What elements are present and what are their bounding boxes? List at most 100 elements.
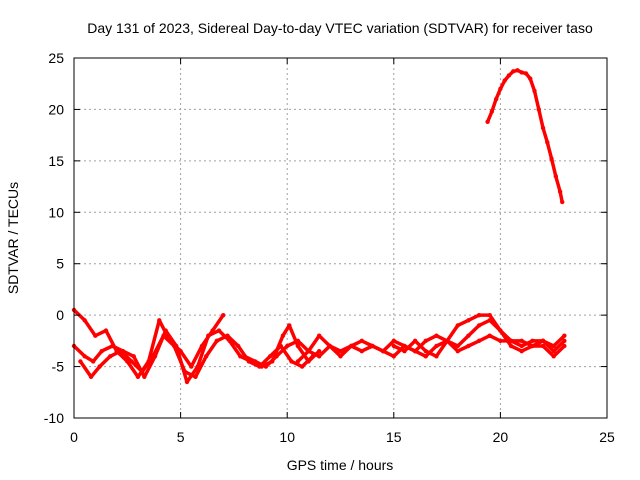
data-point (498, 338, 503, 344)
data-point (551, 348, 556, 354)
data-point (532, 88, 537, 94)
data-point (562, 333, 567, 338)
x-tick-label: 15 (386, 429, 402, 445)
data-point (423, 338, 428, 344)
data-point (519, 343, 524, 349)
x-tick-label: 25 (599, 429, 615, 445)
y-tick-label: -10 (44, 410, 64, 426)
data-point (280, 333, 286, 338)
data-point (455, 343, 460, 349)
data-point (235, 343, 241, 349)
data-point (221, 312, 226, 318)
data-point (485, 119, 490, 124)
x-axis-label: GPS time / hours (287, 457, 394, 473)
data-point (434, 333, 439, 338)
data-point (110, 343, 115, 349)
data-point (129, 359, 134, 364)
data-point (135, 374, 141, 380)
grid-lines (74, 58, 607, 418)
data-point (189, 364, 194, 369)
data-point (391, 354, 396, 359)
data-point (519, 338, 524, 344)
data-point (359, 338, 365, 344)
data-point (540, 343, 546, 349)
chart-title: Day 131 of 2023, Sidereal Day-to-day VTE… (87, 20, 593, 36)
data-point (553, 174, 559, 179)
data-point (562, 338, 567, 344)
data-point (225, 333, 230, 338)
data-point (560, 199, 565, 205)
data-point (498, 86, 503, 92)
data-point (391, 343, 396, 349)
data-point (423, 348, 428, 354)
data-point (536, 107, 541, 112)
data-point (359, 348, 365, 354)
data-point (562, 343, 567, 349)
data-point (82, 318, 87, 323)
data-point (402, 343, 407, 349)
data-point (423, 354, 428, 359)
y-axis-label: SDTVAR / TECUs (5, 182, 21, 294)
data-point (267, 354, 273, 359)
y-tick-label: -5 (52, 359, 65, 375)
data-point (295, 359, 301, 364)
data-point (506, 73, 512, 78)
data-point (295, 338, 301, 344)
data-point (93, 333, 98, 338)
data-point (380, 348, 386, 354)
data-point (523, 71, 529, 76)
data-point (489, 109, 495, 114)
data-point (316, 333, 322, 338)
data-point (316, 348, 322, 354)
y-tick-label: 25 (48, 50, 64, 66)
y-tick-label: 0 (56, 307, 64, 323)
data-point (306, 348, 311, 354)
data-point (88, 374, 94, 380)
x-tick-label: 10 (279, 429, 295, 445)
data-point (444, 338, 450, 344)
data-point (455, 348, 460, 354)
data-point (466, 343, 471, 349)
data-point (551, 343, 556, 349)
data-point (493, 96, 499, 102)
data-point (508, 343, 514, 349)
data-point (508, 338, 514, 344)
data-point (476, 338, 482, 344)
data-point (78, 359, 83, 364)
y-tick-label: 5 (56, 256, 64, 272)
data-point (285, 343, 290, 349)
data-point (487, 312, 492, 318)
data-point (90, 359, 96, 364)
data-point (466, 318, 471, 323)
y-tick-label: 15 (48, 153, 64, 169)
data-point (131, 354, 136, 359)
data-series-layer (71, 68, 567, 385)
data-point (466, 333, 471, 338)
data-point (498, 328, 503, 333)
data-point (263, 364, 269, 369)
data-point (214, 338, 220, 344)
data-point (476, 323, 482, 328)
data-point (161, 333, 166, 338)
data-point (327, 343, 333, 349)
data-point (316, 354, 322, 359)
data-point (172, 343, 177, 349)
data-point (150, 354, 156, 359)
data-point (338, 348, 343, 354)
data-point (412, 338, 418, 344)
data-point (519, 348, 524, 354)
data-point (502, 78, 507, 83)
data-point (487, 333, 492, 338)
data-point (530, 343, 535, 349)
data-point (455, 323, 460, 328)
data-point (348, 343, 354, 349)
data-point (182, 369, 188, 374)
data-point (163, 328, 168, 333)
data-point (108, 354, 113, 359)
data-point (82, 354, 87, 359)
data-point (142, 374, 147, 380)
data-point (242, 354, 247, 359)
x-tick-label: 20 (493, 429, 509, 445)
data-point (540, 338, 546, 344)
data-point (216, 328, 222, 333)
